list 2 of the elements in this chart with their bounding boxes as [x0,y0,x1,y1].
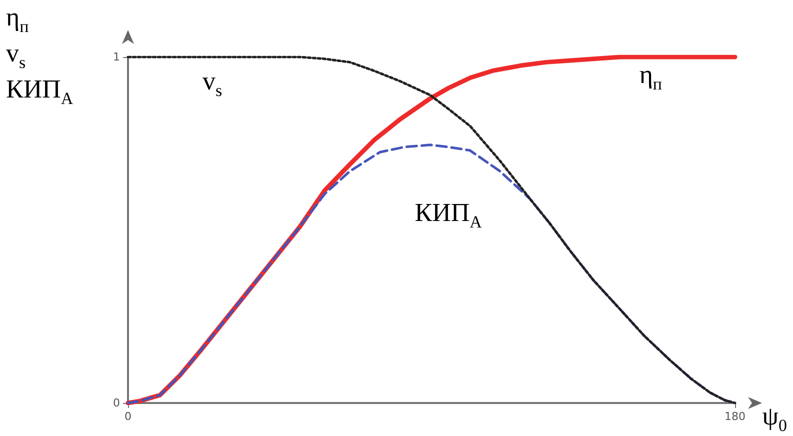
x-tick-label: 180 [724,410,746,423]
y-tick-label: 1 [113,50,120,64]
